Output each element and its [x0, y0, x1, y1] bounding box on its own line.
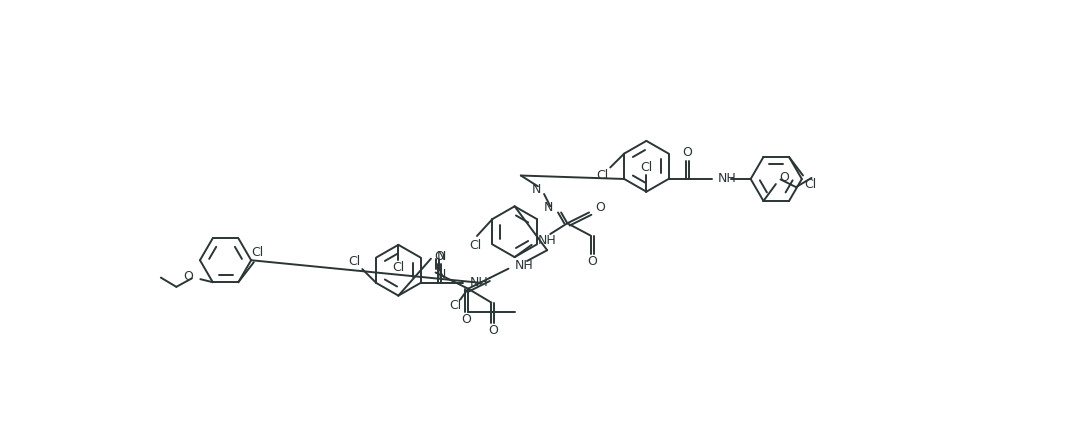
Text: O: O — [488, 324, 497, 337]
Text: Cl: Cl — [597, 169, 609, 182]
Text: Cl: Cl — [640, 160, 653, 174]
Text: O: O — [587, 255, 597, 268]
Text: O: O — [434, 250, 445, 263]
Text: Cl: Cl — [349, 255, 360, 268]
Text: N: N — [437, 250, 447, 263]
Text: NH: NH — [469, 276, 488, 290]
Text: O: O — [462, 313, 472, 326]
Text: Cl: Cl — [805, 178, 817, 191]
Text: O: O — [682, 146, 692, 159]
Text: NH: NH — [537, 234, 557, 247]
Text: NH: NH — [719, 173, 737, 185]
Text: NH: NH — [515, 259, 533, 272]
Text: N: N — [544, 201, 554, 215]
Text: N: N — [532, 183, 541, 196]
Text: O: O — [183, 270, 193, 283]
Text: Cl: Cl — [469, 238, 481, 252]
Text: Cl: Cl — [450, 299, 462, 312]
Text: Cl: Cl — [251, 246, 263, 259]
Text: O: O — [779, 171, 789, 184]
Text: N: N — [437, 268, 447, 281]
Text: Cl: Cl — [393, 262, 405, 274]
Text: O: O — [596, 201, 605, 215]
